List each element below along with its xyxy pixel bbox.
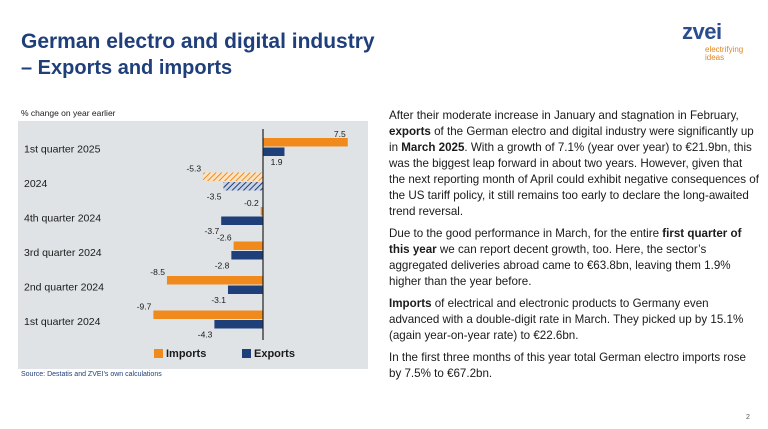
imports-bar <box>263 138 348 147</box>
logo-wordmark: zvei <box>682 19 722 44</box>
bar-chart: 1st quarter 2025 7.5 1.9 2024 -5.3 -3.5 4th qu… <box>24 129 348 360</box>
text-run: March 2025 <box>401 141 465 154</box>
text-run: of the German electro and digital indust… <box>389 125 754 154</box>
page-title: German electro and digital industry <box>21 30 375 53</box>
commentary-paragraph-3: Imports of electrical and electronic pro… <box>389 296 761 344</box>
imports-data-label: -2.6 <box>217 233 232 243</box>
logo-tagline-line2: ideas <box>705 53 725 62</box>
commentary-paragraph-4: In the first three months of this year t… <box>389 350 761 382</box>
commentary-paragraph-1: After their moderate increase in January… <box>389 108 761 220</box>
imports-legend-swatch <box>154 349 163 358</box>
exports-bar <box>231 251 263 260</box>
exports-bar <box>263 147 285 156</box>
imports-bar <box>203 172 263 181</box>
exports-data-label: -3.5 <box>207 192 222 202</box>
text-run: . With a growth of 7.1% (year over year)… <box>389 141 759 218</box>
category-label: 1st quarter 2025 <box>24 143 101 155</box>
imports-data-label: -9.7 <box>137 302 152 312</box>
chart-background <box>18 121 368 369</box>
text-run: After their moderate increase in January… <box>389 109 739 122</box>
commentary-paragraph-2: Due to the good performance in March, fo… <box>389 226 761 290</box>
text-run: In the first three months of this year t… <box>389 351 746 380</box>
exports-bar <box>223 182 263 191</box>
exports-data-label: -4.3 <box>198 330 213 340</box>
exports-data-label: -3.7 <box>205 226 220 236</box>
exports-bar <box>221 216 263 225</box>
logo-tagline-line1: electrifying <box>705 45 744 54</box>
text-run: Due to the good performance in March, fo… <box>389 227 663 240</box>
zvei-logo: zvei electrifying ideas <box>676 20 746 64</box>
imports-data-label: -0.2 <box>244 198 259 208</box>
imports-bar <box>260 207 263 216</box>
page-subtitle: – Exports and imports <box>21 57 233 79</box>
text-run: first quarter of this year <box>389 227 742 256</box>
category-label: 3rd quarter 2024 <box>24 247 102 259</box>
imports-data-label: -5.3 <box>186 164 201 174</box>
page-number: 2 <box>746 414 750 421</box>
category-label: 1st quarter 2024 <box>24 316 101 328</box>
chart-units-label: % change on year earlier <box>21 108 116 118</box>
exports-data-label: -2.8 <box>215 261 230 271</box>
exports-data-label: -3.1 <box>211 295 226 305</box>
imports-bar <box>153 310 263 319</box>
category-label: 2nd quarter 2024 <box>24 281 104 293</box>
text-run: Imports <box>389 297 432 310</box>
text-run: exports <box>389 125 431 138</box>
imports-bar <box>166 276 263 285</box>
exports-bar <box>214 320 263 329</box>
imports-legend-label: Imports <box>166 348 206 360</box>
exports-data-label: 1.9 <box>271 157 283 167</box>
exports-legend-label: Exports <box>254 348 295 360</box>
category-label: 4th quarter 2024 <box>24 212 101 224</box>
imports-data-label: 7.5 <box>334 129 346 139</box>
text-run: we can report decent growth, too. Here, … <box>389 243 731 288</box>
text-run: of electrical and electronic products to… <box>389 297 744 342</box>
imports-data-label: -8.5 <box>150 267 165 277</box>
commentary-text: After their moderate increase in January… <box>389 108 761 388</box>
category-label: 2024 <box>24 178 48 190</box>
chart-source-note: Source: Destatis and ZVEI’s own calculat… <box>21 371 162 378</box>
exports-legend-swatch <box>242 349 251 358</box>
imports-bar <box>233 241 263 250</box>
exports-bar <box>227 285 263 294</box>
